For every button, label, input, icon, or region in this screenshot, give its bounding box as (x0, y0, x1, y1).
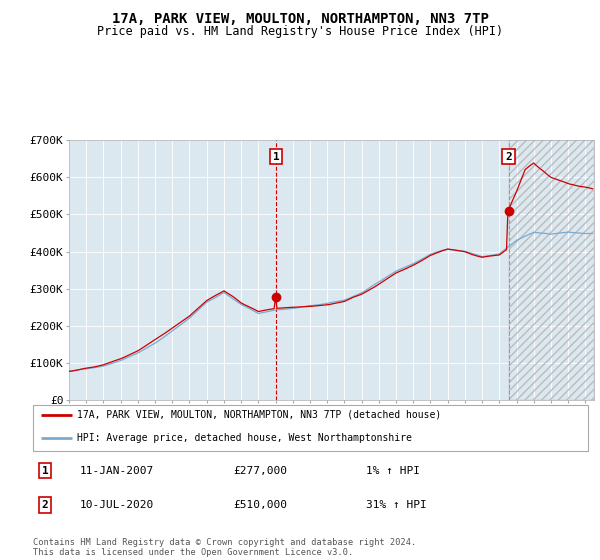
Text: 1% ↑ HPI: 1% ↑ HPI (366, 465, 420, 475)
Text: 17A, PARK VIEW, MOULTON, NORTHAMPTON, NN3 7TP (detached house): 17A, PARK VIEW, MOULTON, NORTHAMPTON, NN… (77, 410, 442, 420)
Text: 2: 2 (42, 500, 49, 510)
FancyBboxPatch shape (33, 405, 588, 451)
Text: £510,000: £510,000 (233, 500, 287, 510)
Text: 31% ↑ HPI: 31% ↑ HPI (366, 500, 427, 510)
Text: 17A, PARK VIEW, MOULTON, NORTHAMPTON, NN3 7TP: 17A, PARK VIEW, MOULTON, NORTHAMPTON, NN… (112, 12, 488, 26)
Text: Price paid vs. HM Land Registry's House Price Index (HPI): Price paid vs. HM Land Registry's House … (97, 25, 503, 38)
Text: HPI: Average price, detached house, West Northamptonshire: HPI: Average price, detached house, West… (77, 433, 412, 443)
Text: 1: 1 (273, 152, 280, 162)
Text: £277,000: £277,000 (233, 465, 287, 475)
Text: 2: 2 (505, 152, 512, 162)
Text: 1: 1 (42, 465, 49, 475)
Text: 11-JAN-2007: 11-JAN-2007 (80, 465, 154, 475)
Text: 10-JUL-2020: 10-JUL-2020 (80, 500, 154, 510)
Text: Contains HM Land Registry data © Crown copyright and database right 2024.
This d: Contains HM Land Registry data © Crown c… (33, 538, 416, 557)
